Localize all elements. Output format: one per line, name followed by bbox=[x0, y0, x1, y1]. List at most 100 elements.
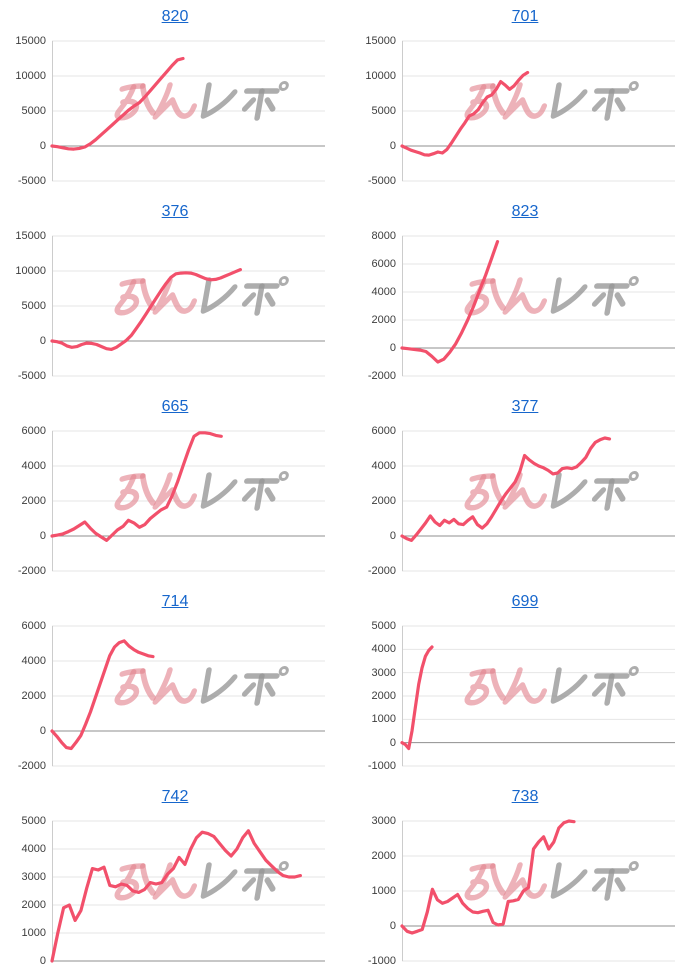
y-axis-label: 6000 bbox=[371, 425, 396, 437]
chart-card: 376 15000 10000 5000 0 -5000 bbox=[0, 195, 350, 390]
y-axis-label: 10000 bbox=[15, 70, 46, 82]
y-axis-label: 4000 bbox=[21, 655, 46, 667]
watermark-logo bbox=[114, 861, 289, 901]
y-axis-label: 0 bbox=[39, 335, 46, 347]
y-axis-label: 0 bbox=[389, 530, 396, 542]
data-line bbox=[50, 639, 155, 751]
y-axis-label: -1000 bbox=[367, 760, 396, 772]
y-axis-label: 2000 bbox=[371, 314, 396, 326]
y-axis-label: 0 bbox=[39, 140, 46, 152]
y-axis-label: 2000 bbox=[371, 495, 396, 507]
y-axis-label: 4000 bbox=[21, 460, 46, 472]
y-axis-label: 4000 bbox=[371, 460, 396, 472]
chart-title-link[interactable]: 742 bbox=[161, 788, 189, 805]
chart-plot: 15000 10000 5000 0 -5000 bbox=[15, 230, 325, 382]
y-axis-label: 1000 bbox=[371, 713, 396, 726]
y-axis-label: 4000 bbox=[371, 286, 396, 298]
y-axis-label: 3000 bbox=[371, 666, 396, 679]
grid-lines bbox=[52, 625, 325, 767]
chart-title-link[interactable]: 665 bbox=[161, 398, 189, 415]
chart-title-row: 742 bbox=[0, 788, 350, 806]
chart-card: 823 8000 6000 4000 2000 0 -2000 bbox=[350, 195, 700, 390]
y-axis-label: 2000 bbox=[21, 690, 46, 702]
y-axis-label: 4000 bbox=[371, 643, 396, 656]
chart-card: 699 5000 4000 3000 2000 1000 0 -1000 bbox=[350, 585, 700, 780]
y-axis-label: 0 bbox=[39, 955, 46, 967]
data-line bbox=[50, 431, 223, 543]
y-axis-label: 5000 bbox=[21, 300, 46, 312]
y-axis-label: 0 bbox=[39, 725, 46, 737]
y-axis-label: 3000 bbox=[371, 815, 396, 827]
chart-title-row: 820 bbox=[0, 8, 350, 26]
y-axis-label: 5000 bbox=[371, 105, 396, 117]
y-axis-label: 5000 bbox=[21, 815, 46, 827]
grid-lines bbox=[52, 820, 325, 962]
chart-title-row: 823 bbox=[350, 203, 700, 221]
watermark-logo bbox=[114, 276, 289, 316]
chart-card: 377 6000 4000 2000 0 -2000 bbox=[350, 390, 700, 585]
y-axis-label: 3000 bbox=[21, 871, 46, 883]
chart-title-row: 665 bbox=[0, 398, 350, 416]
data-line bbox=[50, 267, 242, 352]
y-axis-label: 10000 bbox=[15, 265, 46, 277]
data-line bbox=[400, 819, 576, 935]
watermark-logo bbox=[464, 471, 639, 511]
chart-plot: 8000 6000 4000 2000 0 -2000 bbox=[368, 230, 675, 382]
y-axis-label: 6000 bbox=[21, 620, 46, 632]
y-axis-label: 2000 bbox=[371, 690, 396, 702]
y-axis-label: 15000 bbox=[15, 230, 46, 242]
y-axis-label: 1000 bbox=[371, 885, 396, 897]
chart-card: 714 6000 4000 2000 0 -2000 bbox=[0, 585, 350, 780]
chart-plot: 15000 10000 5000 0 -5000 bbox=[15, 35, 325, 187]
chart-title-link[interactable]: 823 bbox=[511, 203, 539, 220]
chart-title-link[interactable]: 376 bbox=[161, 203, 189, 220]
chart-title-link[interactable]: 820 bbox=[161, 8, 189, 25]
chart-title-row: 701 bbox=[350, 8, 700, 26]
y-axis-label: 15000 bbox=[15, 35, 46, 47]
chart-title-link[interactable]: 701 bbox=[511, 8, 539, 25]
y-axis-label: -2000 bbox=[367, 370, 396, 382]
chart-title-row: 738 bbox=[350, 788, 700, 806]
chart-plot: 6000 4000 2000 0 -2000 bbox=[18, 620, 325, 772]
chart-title-row: 376 bbox=[0, 203, 350, 221]
y-axis-label: -5000 bbox=[17, 175, 46, 187]
watermark-logo bbox=[114, 666, 289, 706]
y-axis-label: 2000 bbox=[21, 495, 46, 507]
grid-lines bbox=[402, 820, 675, 962]
y-axis-label: 6000 bbox=[21, 425, 46, 437]
y-axis-label: 2000 bbox=[371, 850, 396, 862]
y-axis-label: -5000 bbox=[17, 370, 46, 382]
y-axis-label: 10000 bbox=[365, 70, 396, 82]
y-axis-label: -5000 bbox=[367, 175, 396, 187]
y-axis-label: 4000 bbox=[21, 843, 46, 855]
y-axis-label: -2000 bbox=[17, 565, 46, 577]
chart-plot: 15000 10000 5000 0 -5000 bbox=[365, 35, 675, 187]
y-axis-label: 0 bbox=[39, 530, 46, 542]
y-axis-label: 5000 bbox=[21, 105, 46, 117]
watermark-logo bbox=[114, 81, 289, 121]
grid-lines bbox=[52, 235, 325, 377]
chart-card: 820 15000 10000 5000 0 -5000 bbox=[0, 0, 350, 195]
data-line bbox=[400, 70, 530, 157]
data-line bbox=[50, 829, 302, 963]
chart-title-row: 699 bbox=[350, 593, 700, 611]
y-axis-label: 2000 bbox=[21, 899, 46, 911]
chart-title-link[interactable]: 699 bbox=[511, 593, 539, 610]
chart-plot: 5000 4000 3000 2000 1000 0 bbox=[22, 815, 325, 967]
grid-lines bbox=[402, 235, 675, 377]
watermark-logo bbox=[464, 81, 639, 121]
chart-card: 738 3000 2000 1000 0 -1000 bbox=[350, 780, 700, 975]
chart-plot: 5000 4000 3000 2000 1000 0 -1000 bbox=[368, 620, 675, 772]
y-axis-label: -2000 bbox=[367, 565, 396, 577]
y-axis-label: 0 bbox=[389, 736, 396, 749]
data-line bbox=[400, 239, 500, 364]
chart-title-link[interactable]: 714 bbox=[161, 593, 189, 610]
grid-lines bbox=[52, 430, 325, 572]
watermark-logo bbox=[464, 861, 639, 901]
chart-plot: 6000 4000 2000 0 -2000 bbox=[368, 425, 675, 577]
chart-card: 665 6000 4000 2000 0 -2000 bbox=[0, 390, 350, 585]
y-axis-label: 15000 bbox=[365, 35, 396, 47]
chart-title-link[interactable]: 377 bbox=[511, 398, 539, 415]
chart-title-link[interactable]: 738 bbox=[511, 788, 539, 805]
